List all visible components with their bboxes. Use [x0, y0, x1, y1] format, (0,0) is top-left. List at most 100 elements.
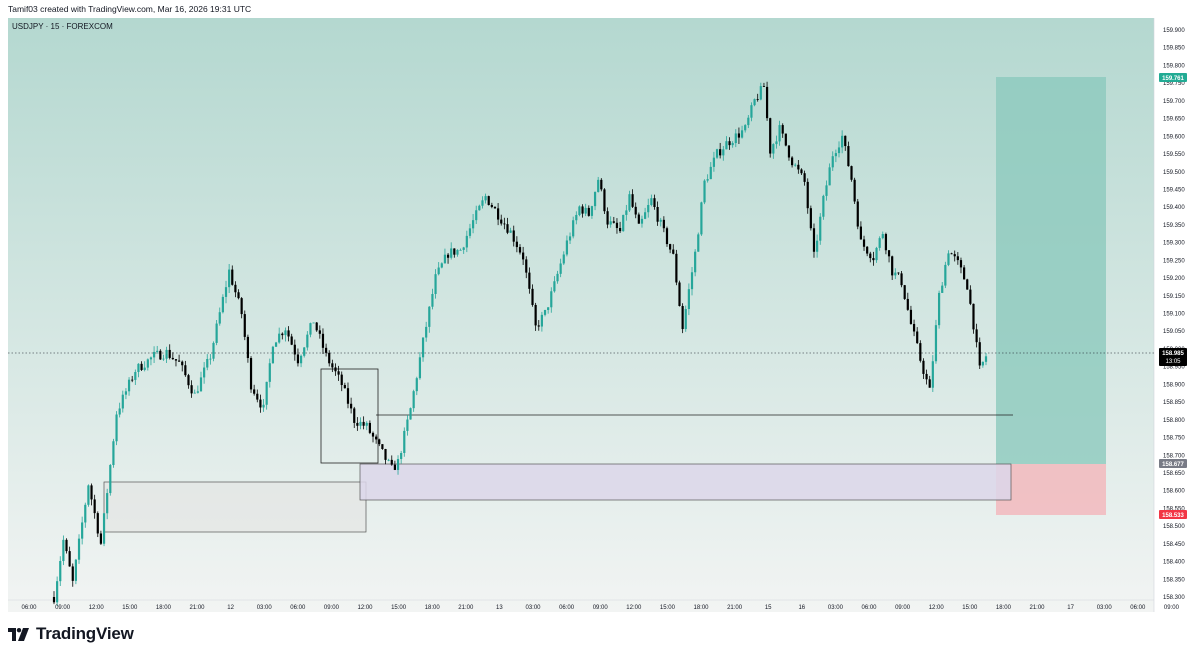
candle-down — [537, 325, 540, 327]
price-tick-label: 159.700 — [1163, 99, 1185, 105]
candle-up — [690, 272, 694, 290]
candle-down — [184, 365, 187, 376]
candle-down — [350, 403, 353, 409]
time-tick-label: 13 — [496, 605, 503, 611]
candle-up — [841, 135, 844, 148]
candle-down — [925, 373, 928, 380]
price-tick-label: 158.500 — [1163, 524, 1185, 530]
brand: TradingView — [8, 624, 134, 644]
candle-down — [922, 360, 925, 374]
time-tick-label: 18:00 — [425, 605, 441, 611]
candle-up — [118, 408, 121, 415]
time-tick-label: 03:00 — [828, 605, 844, 611]
candle-up — [203, 367, 206, 378]
candle-down — [800, 169, 803, 174]
candle-up — [156, 350, 159, 352]
candle-down — [171, 357, 174, 360]
candle-down — [928, 379, 931, 388]
candle-up — [406, 419, 409, 431]
candle-up — [137, 363, 140, 373]
candle-up — [62, 539, 65, 562]
candle-up — [650, 198, 653, 205]
candle-up — [722, 149, 725, 156]
candle-up — [412, 391, 415, 409]
candle-up — [209, 358, 212, 360]
candle-down — [321, 333, 325, 348]
candle-down — [719, 149, 722, 156]
candle-up — [759, 86, 762, 100]
candle-down — [953, 254, 956, 257]
price-tick-label: 158.850 — [1163, 400, 1185, 406]
candle-down — [856, 201, 859, 227]
candle-up — [149, 357, 153, 360]
candle-up — [484, 196, 487, 201]
price-tick-label: 159.450 — [1163, 187, 1185, 193]
stop-price-tag — [1159, 510, 1187, 519]
candle-down — [956, 256, 959, 261]
candle-down — [181, 361, 184, 366]
consolidation-box — [320, 368, 379, 464]
candle-up — [831, 156, 834, 168]
candle-up — [562, 254, 565, 264]
candle-down — [884, 234, 888, 251]
candle-up — [124, 391, 128, 395]
candle-down — [356, 422, 359, 426]
candle-down — [368, 422, 371, 433]
current-price-tag-text: 158.985 — [1162, 351, 1184, 357]
candle-up — [224, 287, 228, 297]
current-price-tag — [1159, 348, 1187, 366]
candle-down — [637, 214, 640, 224]
candle-down — [343, 385, 346, 389]
time-tick-label: 18:00 — [996, 605, 1012, 611]
candle-down — [353, 408, 356, 423]
candle-down — [384, 449, 387, 460]
candle-down — [869, 253, 872, 259]
time-tick-label: 12 — [227, 605, 234, 611]
candle-down — [587, 207, 590, 216]
candle-up — [87, 485, 90, 505]
candle-up — [578, 206, 581, 215]
time-tick-label: 21:00 — [727, 605, 743, 611]
candle-up — [509, 230, 512, 233]
tradingview-logo-icon — [8, 627, 29, 641]
candle-down — [762, 86, 766, 87]
candle-up — [575, 214, 578, 221]
candle-up — [143, 367, 146, 370]
candle-down — [174, 359, 178, 361]
candle-up — [456, 249, 459, 255]
candle-up — [193, 392, 196, 394]
candle-up — [434, 274, 437, 295]
candle-up — [822, 195, 825, 217]
time-tick-label: 21:00 — [458, 605, 474, 611]
candle-down — [784, 133, 787, 146]
candlestick-series — [52, 81, 988, 606]
candle-up — [593, 191, 597, 207]
candle-up — [421, 337, 425, 358]
candle-down — [71, 566, 74, 581]
candle-up — [731, 143, 734, 146]
candle-down — [844, 135, 847, 147]
candle-up — [206, 358, 209, 368]
candle-down — [93, 499, 96, 514]
candle-up — [84, 504, 87, 523]
time-tick-label: 12:00 — [357, 605, 373, 611]
candle-up — [265, 381, 268, 405]
candle-down — [790, 157, 794, 166]
candle-up — [440, 263, 443, 268]
candle-down — [497, 208, 500, 220]
candle-up — [875, 247, 878, 261]
candle-down — [240, 298, 243, 315]
candle-up — [828, 167, 831, 186]
target-price-tag-text: 159.761 — [1162, 76, 1184, 82]
candle-up — [268, 363, 271, 382]
candle-down — [453, 248, 456, 255]
candle-up — [772, 144, 775, 154]
time-tick-label: 09:00 — [895, 605, 911, 611]
time-tick-label: 21:00 — [189, 605, 205, 611]
candle-up — [59, 561, 62, 582]
candle-down — [806, 181, 809, 209]
time-tick-label: 09:00 — [1164, 605, 1180, 611]
candle-up — [747, 117, 750, 126]
candle-up — [775, 141, 778, 145]
